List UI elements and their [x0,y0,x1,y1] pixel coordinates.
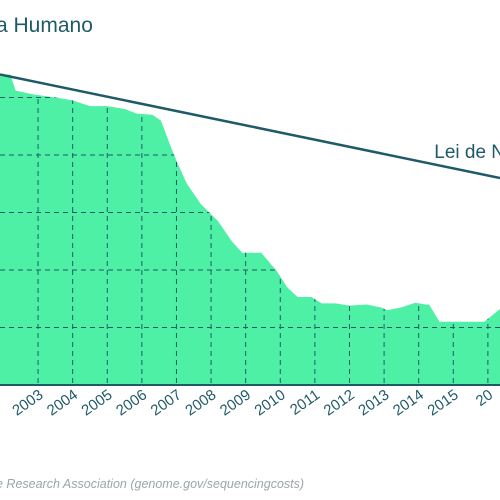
x-tick-label: 2006 [113,386,150,419]
x-tick-label: 2012 [321,386,358,419]
moores-law-line [0,73,500,180]
x-tick-label: 2009 [217,386,254,419]
x-tick-label: 20 [473,386,496,409]
x-tick-label: 2007 [148,386,185,419]
moores-law-label: Lei de N [434,142,500,163]
plot-area [0,74,500,385]
x-tick-label: 2010 [251,386,288,419]
x-tick-label: 2015 [424,386,461,419]
sequencing-cost-area [0,74,500,385]
source-note: e Research Association (genome.gov/seque… [0,477,304,491]
x-tick-label: 2011 [287,386,323,418]
x-tick-label: 2004 [44,386,81,419]
chart-title: a Humano [0,14,93,37]
x-tick-label: 2005 [78,386,115,419]
x-tick-label: 2013 [355,386,392,419]
x-tick-label: 2008 [182,386,219,419]
x-tick-label: 2014 [390,386,427,419]
x-axis-ticks: 2003200420052006200720082009201020112012… [9,386,496,419]
x-tick-label: 2003 [9,386,46,419]
